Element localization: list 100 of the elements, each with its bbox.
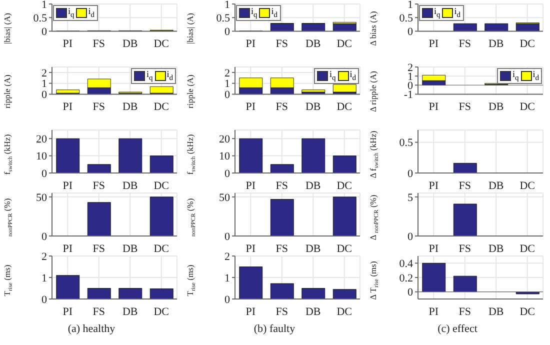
- x-tick-label: PI: [428, 180, 439, 192]
- y-tick-label: 0: [224, 26, 230, 38]
- x-tick-label: DC: [520, 242, 536, 255]
- x-tick-label: FS: [276, 180, 288, 192]
- y-tick-label: 0: [408, 168, 414, 180]
- x-tick-label: DB: [122, 101, 138, 114]
- x-tick-label: DC: [336, 306, 352, 318]
- x-tick-label: FS: [92, 180, 105, 192]
- y-tick-label: 0: [42, 168, 48, 180]
- x-tick-label: DC: [154, 306, 170, 318]
- text: (a) healthy: [66, 323, 116, 335]
- x-tick-label: DB: [488, 38, 504, 50]
- x-tick-label: FS: [458, 180, 471, 192]
- legend-label: i$_{q}$: [146, 69, 153, 83]
- y-tick-label: 10: [36, 150, 48, 163]
- x-tick-label: FS: [458, 101, 471, 114]
- x-tick-label: PI: [246, 38, 256, 50]
- y-tick-label: 2: [224, 67, 230, 80]
- y-tick-label: 20: [219, 134, 230, 146]
- y-tick-label: 0: [224, 89, 230, 102]
- legend-label: i$_{d}$: [271, 6, 278, 20]
- y-tick-label: 10: [219, 150, 230, 163]
- x-tick-label: DB: [305, 38, 321, 50]
- y-axis-title: ripple (A): [184, 74, 195, 108]
- x-tick-label: DC: [520, 180, 536, 192]
- x-tick-label: DC: [336, 38, 352, 50]
- text: (c) effect: [436, 323, 478, 335]
- legend-label: i$_{d}$: [454, 6, 461, 20]
- x-tick-label: PI: [246, 242, 256, 255]
- y-tick-label: 2: [224, 250, 230, 263]
- legend-label: i$_{q}$: [68, 6, 74, 20]
- legend-label: i$_{d}$: [350, 69, 356, 83]
- x-tick-label: DB: [488, 242, 504, 255]
- y-tick-label: 0: [42, 230, 48, 243]
- y-tick-label: 2: [42, 250, 47, 263]
- legend-label: i$_{d}$: [88, 6, 95, 20]
- y-tick-label: 0: [408, 230, 414, 243]
- x-tick-label: DB: [305, 101, 321, 114]
- x-tick-label: DC: [520, 306, 536, 318]
- x-tick-label: FS: [458, 242, 471, 255]
- x-tick-label: FS: [458, 38, 471, 50]
- x-tick-label: PI: [62, 180, 73, 192]
- legend-label: i$_{d}$: [166, 69, 173, 83]
- y-tick-label: 1: [42, 78, 47, 90]
- x-tick-label: DC: [336, 242, 352, 255]
- y-axis-title: Δ ripple (A): [368, 70, 378, 112]
- y-tick-label: 0: [42, 89, 48, 102]
- x-tick-label: FS: [276, 101, 288, 114]
- x-tick-label: PI: [246, 306, 256, 318]
- y-tick-label: 50: [219, 192, 230, 204]
- x-tick-label: PI: [428, 242, 439, 255]
- y-tick-label: 0.5: [33, 12, 48, 25]
- y-tick-label: 1: [224, 272, 230, 284]
- text: (b) faulty: [252, 323, 296, 335]
- x-tick-label: DB: [122, 180, 138, 192]
- x-tick-label: PI: [428, 38, 439, 50]
- y-tick-label: 0.5: [216, 12, 230, 25]
- y-tick-label: 0: [224, 230, 230, 243]
- x-tick-label: FS: [92, 306, 105, 318]
- x-tick-label: PI: [246, 101, 256, 114]
- y-tick-label: 0: [42, 294, 48, 306]
- legend-label: i$_{q}$: [329, 69, 336, 83]
- x-tick-label: DC: [520, 38, 536, 50]
- x-tick-label: DC: [336, 180, 352, 192]
- y-tick-label: 0.5: [399, 12, 414, 25]
- y-tick-label: 0: [224, 168, 230, 180]
- legend-label: i$_{q}$: [434, 6, 440, 20]
- x-tick-label: DB: [488, 306, 504, 318]
- x-tick-label: DB: [122, 38, 138, 50]
- x-tick-label: PI: [428, 306, 439, 318]
- legend-label: i$_{d}$: [532, 69, 539, 83]
- x-tick-label: FS: [458, 306, 471, 318]
- y-tick-label: 1: [408, 0, 413, 11]
- x-tick-label: DB: [305, 306, 321, 318]
- y-tick-label: 0: [408, 286, 414, 299]
- x-tick-label: DB: [122, 242, 138, 255]
- x-tick-label: DC: [520, 101, 536, 114]
- x-tick-label: FS: [92, 242, 105, 255]
- x-tick-label: FS: [276, 306, 288, 318]
- y-axis-title: Δ bias (A): [368, 10, 378, 46]
- x-tick-label: DB: [488, 180, 504, 192]
- y-tick-label: 1: [42, 272, 47, 284]
- y-tick-label: 1: [42, 0, 47, 11]
- x-tick-label: DB: [305, 242, 321, 255]
- x-tick-label: DC: [154, 38, 170, 50]
- legend-label: i$_{q}$: [512, 69, 519, 83]
- x-tick-label: PI: [62, 38, 73, 50]
- x-tick-label: FS: [276, 38, 288, 50]
- x-tick-label: DC: [336, 101, 352, 114]
- x-tick-label: PI: [62, 242, 73, 255]
- legend-label: i$_{q}$: [251, 6, 258, 20]
- y-tick-label: 0: [408, 26, 414, 38]
- x-tick-label: DB: [488, 101, 504, 114]
- x-tick-label: FS: [276, 242, 288, 255]
- y-tick-label: 20: [36, 134, 48, 146]
- y-tick-label: 5: [408, 192, 414, 204]
- y-tick-label: 0.5: [399, 137, 414, 150]
- y-axis-title: ripple (A): [2, 74, 12, 108]
- x-tick-label: PI: [428, 101, 439, 114]
- y-tick-label: 2: [42, 67, 47, 80]
